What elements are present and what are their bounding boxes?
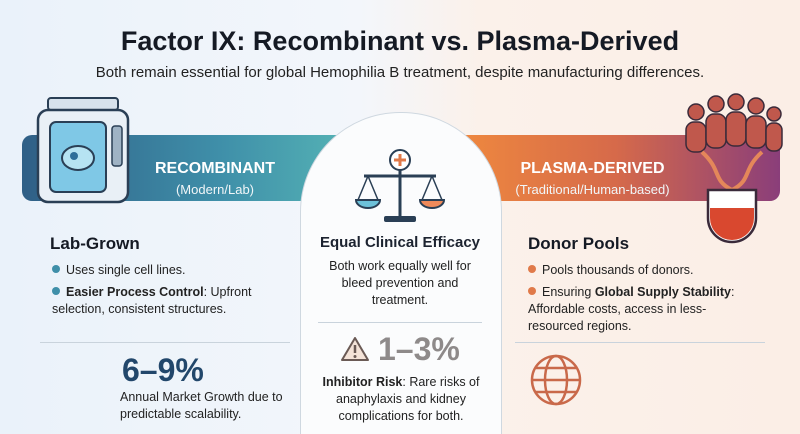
divider [515,342,765,343]
bullet-prefix: Ensuring [542,285,595,299]
band-label: PLASMA-DERIVED [520,160,665,177]
heading: Lab-Grown [50,234,140,253]
center-text: Both work equally well for bleed prevent… [329,259,471,307]
divider [318,322,482,323]
bullet-text: Uses single cell lines. [66,263,186,277]
stat-text: : Rare risks of anaphylaxis and kidney c… [336,375,480,423]
title: Factor IX: Recombinant vs. Plasma-Derive… [120,26,680,56]
scale-icon [354,149,446,222]
globe-icon [530,354,582,406]
bullet-bold: Global Supply Stability [594,285,731,299]
heading: Equal Clinical Efficacy [319,234,481,251]
bullet-dot [52,287,60,295]
bullet: Uses single cell lines. [52,262,282,279]
bullet-dot [52,265,60,273]
bullet-text: : Upfront selection, consistent structur… [52,285,252,316]
subtitle: Both remain essential for global Hemophi… [95,64,705,81]
divider [40,342,290,343]
donor-icon [685,93,783,244]
stat-value: 1–3% [378,331,460,367]
band-label: RECOMBINANT [155,160,275,177]
bullet-text: Pools thousands of donors. [542,263,694,277]
stat-bold: Inhibitor Risk [322,375,403,389]
bullet-dot [528,287,536,295]
band-sublabel: (Modern/Lab) [175,182,255,197]
bullet: Ensuring Global Supply Stability: Afford… [528,284,758,335]
bullet-bold: Easier Process Control [66,285,204,299]
bullet: Easier Process Control: Upfront selectio… [52,284,272,318]
stat-caption: Annual Market Growth due to predictable … [120,390,283,421]
band-sublabel: (Traditional/Human-based) [515,182,670,197]
stat-caption: Inhibitor Risk: Rare risks of anaphylaxi… [318,374,484,425]
warning-icon [341,337,369,361]
bullet-dot [528,265,536,273]
bullet: Pools thousands of donors. [528,262,768,279]
heading: Donor Pools [528,234,630,253]
bullet-text: : Affordable costs, access in less-resou… [528,285,735,333]
stat-value: 6–9% [122,352,204,388]
bioreactor-icon [36,97,130,204]
